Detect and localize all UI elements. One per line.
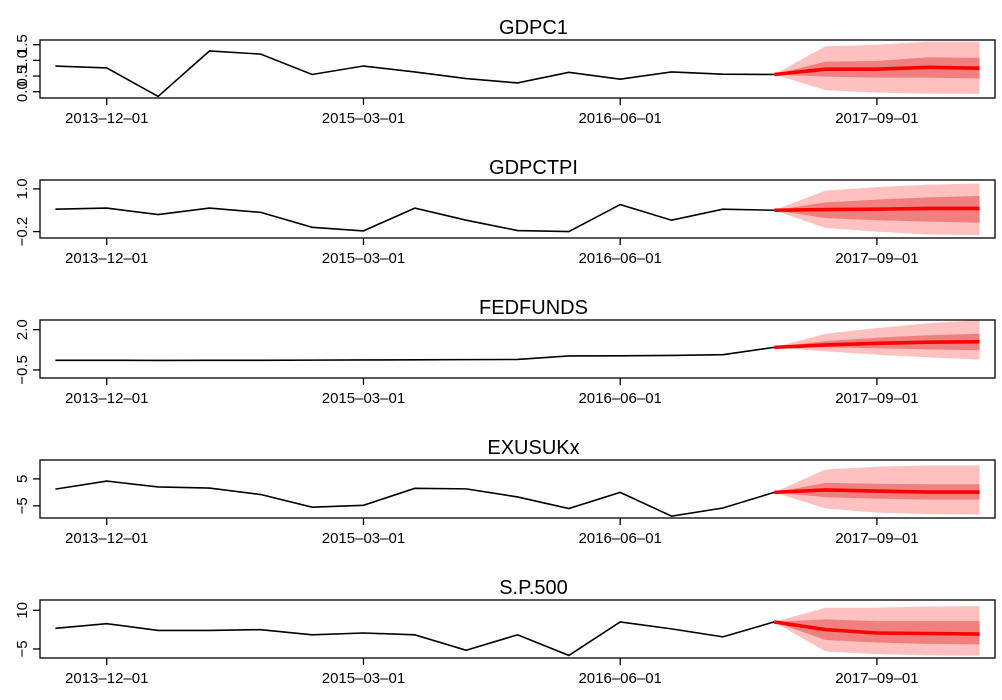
x-tick-label: 2017–09–01 (835, 250, 918, 267)
plot-frame (39, 459, 996, 519)
history-series-line (55, 203, 775, 233)
x-tick-label: 2015–03–01 (322, 250, 405, 267)
x-tick-label: 2015–03–01 (322, 670, 405, 687)
y-tick-label: −5 (14, 640, 31, 657)
y-tick-label: 0.0 (14, 81, 31, 102)
panel-title: GDPC1 (499, 17, 568, 39)
y-tick-label: 10 (14, 602, 31, 619)
x-tick-label: 2016–06–01 (578, 110, 661, 127)
x-tick-label: 2017–09–01 (835, 110, 918, 127)
panel-gdpctpi: GDPCTPI −0.2 1.0 2013–12–01 2015–03–01 2016–0… (14, 157, 996, 267)
forecast-mean-line (774, 339, 980, 350)
y-tick-label: −5 (14, 497, 31, 514)
history-series-line (55, 50, 775, 98)
plot-frame (39, 179, 996, 239)
y-tick-label: −0.2 (14, 217, 31, 247)
x-tick-label: 2015–03–01 (322, 390, 405, 407)
x-tick-label: 2015–03–01 (322, 110, 405, 127)
plot-frame (39, 39, 996, 99)
x-tick-label: 2013–12–01 (65, 670, 148, 687)
plot-frame (39, 319, 996, 379)
x-tick-label: 2016–06–01 (578, 670, 661, 687)
history-series-line (55, 346, 775, 362)
panel-fedfunds: FEDFUNDS −0.5 2.0 2013–12–01 2015–03–01 2016–… (14, 297, 996, 407)
y-tick-label: 1.5 (14, 34, 31, 55)
panel-title: GDPCTPI (489, 157, 578, 179)
y-tick-label: −0.5 (14, 355, 31, 385)
x-tick-label: 2017–09–01 (835, 390, 918, 407)
y-tick-label: 1.0 (14, 50, 31, 71)
panel-exusukx: EXUSUKx −5 5 2013–12–01 2015–03–01 2016–06–01… (14, 437, 996, 547)
y-tick-label: 2.0 (14, 319, 31, 340)
panel-title: EXUSUKx (487, 437, 579, 459)
panel-s-p-500: S.P.500 −5 10 2013–12–01 2015–03–01 2016–06–0… (14, 577, 996, 687)
plot-frame (39, 599, 996, 659)
x-tick-label: 2016–06–01 (578, 250, 661, 267)
panel-gdpc1: GDPC1 0.00.51.01.5 2013–12–01 2015–03–01 201… (14, 17, 996, 127)
x-tick-label: 2013–12–01 (65, 250, 148, 267)
forecast-mean-line (774, 65, 980, 77)
x-tick-label: 2017–09–01 (835, 530, 918, 547)
panel-title: FEDFUNDS (479, 297, 588, 319)
history-series-line (55, 621, 775, 657)
y-tick-label: 5 (14, 475, 31, 483)
x-tick-label: 2017–09–01 (835, 670, 918, 687)
x-tick-label: 2013–12–01 (65, 110, 148, 127)
forecast-mean-line (774, 488, 980, 495)
forecast-mean-line (773, 620, 980, 636)
history-series-line (55, 480, 775, 517)
y-tick-label: 0.5 (14, 66, 31, 87)
x-tick-label: 2016–06–01 (578, 530, 661, 547)
y-tick-label: 1.0 (14, 178, 31, 199)
x-tick-label: 2013–12–01 (65, 530, 148, 547)
x-tick-label: 2015–03–01 (322, 530, 405, 547)
forecast-mean-line (774, 206, 980, 213)
x-tick-label: 2013–12–01 (65, 390, 148, 407)
x-tick-label: 2016–06–01 (578, 390, 661, 407)
panel-title: S.P.500 (499, 577, 568, 599)
